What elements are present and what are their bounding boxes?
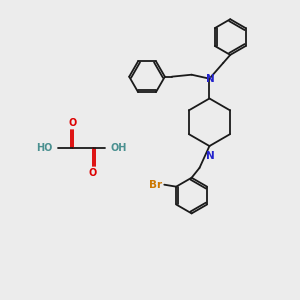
Text: OH: OH: [110, 143, 127, 153]
Text: N: N: [206, 74, 215, 84]
Text: HO: HO: [37, 143, 53, 153]
Text: N: N: [206, 151, 215, 161]
Text: O: O: [88, 168, 97, 178]
Text: Br: Br: [149, 180, 162, 190]
Text: O: O: [69, 118, 77, 128]
